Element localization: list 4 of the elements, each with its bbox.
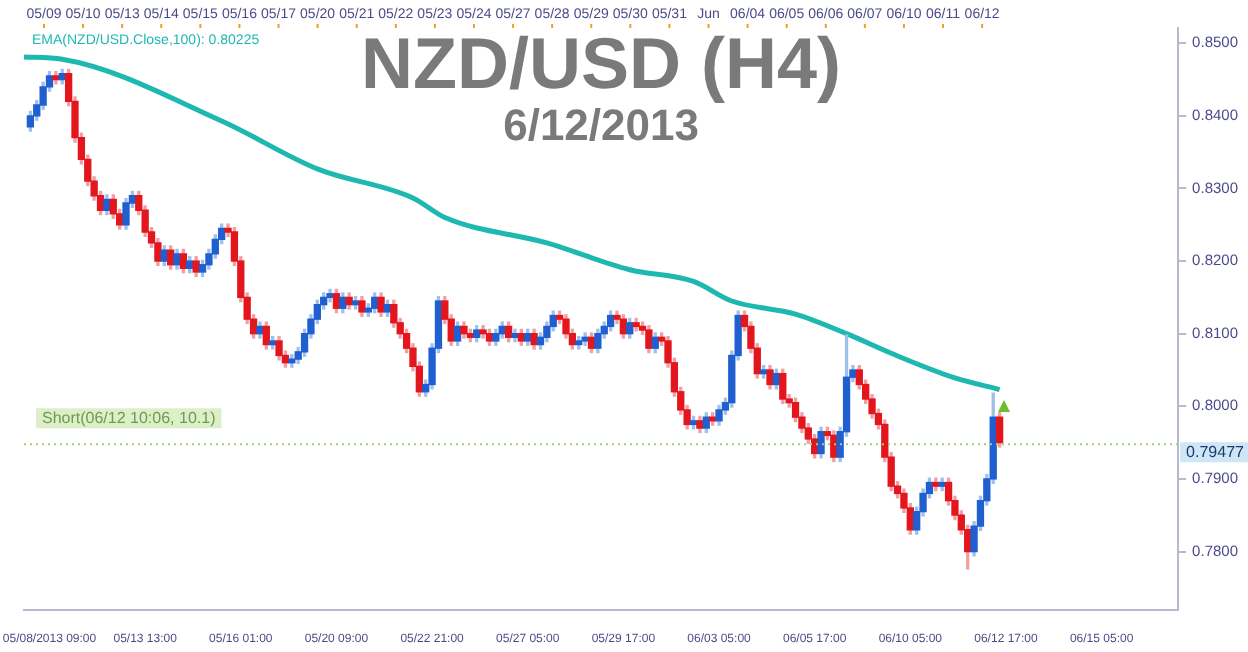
chart-title: NZD/USD (H4)	[361, 22, 842, 104]
annotation: Short(06/12 10:06, 10.1)	[42, 408, 217, 427]
ref-line-label: 0.79477	[1186, 442, 1246, 461]
text: 6/12/2013	[503, 100, 699, 150]
